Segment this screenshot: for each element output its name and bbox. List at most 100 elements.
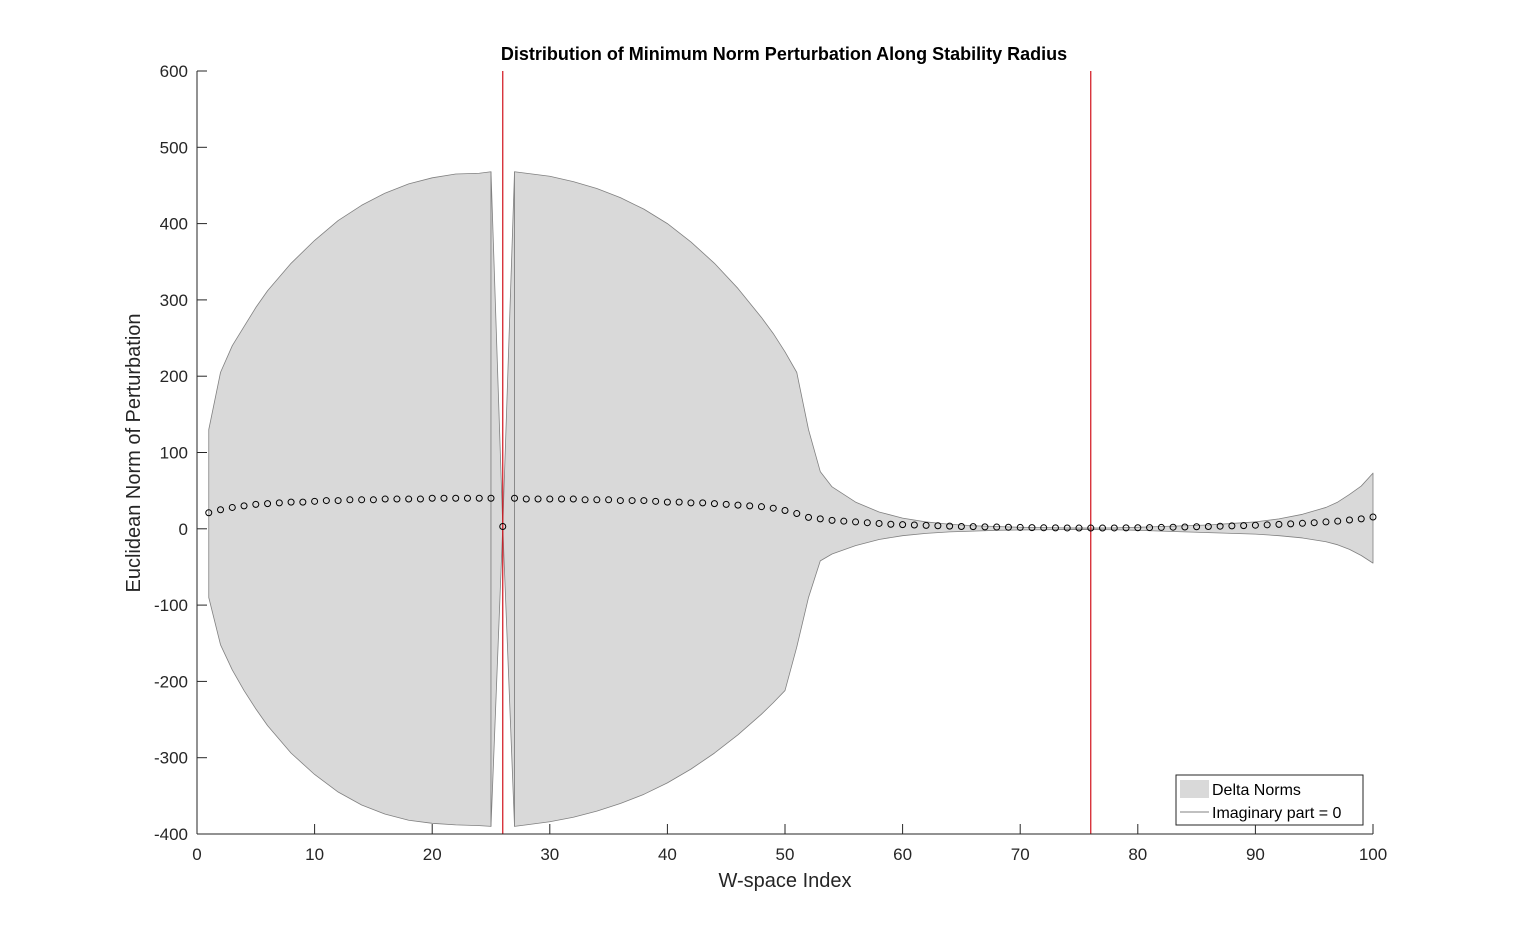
marker-point [981, 523, 989, 531]
marker-point [957, 523, 965, 531]
marker-point [1004, 523, 1012, 531]
x-axis-label: W-space Index [718, 870, 851, 892]
marker-point [581, 496, 589, 504]
marker-point [710, 500, 718, 508]
marker-point [969, 523, 977, 531]
marker-point [487, 494, 495, 502]
marker-point [322, 497, 330, 505]
marker-point [1146, 524, 1154, 532]
y-tick-label: 300 [160, 291, 188, 310]
marker-point [863, 519, 871, 527]
marker-point [1169, 523, 1177, 531]
x-tick-label: 90 [1246, 845, 1265, 864]
marker-point [475, 494, 483, 502]
marker-point [1110, 524, 1118, 532]
marker-layer [205, 494, 1377, 532]
marker-point [240, 502, 248, 510]
marker-point [1075, 524, 1083, 532]
marker-point [1134, 524, 1142, 532]
band-layer [208, 171, 1374, 827]
marker-point [287, 498, 295, 506]
x-tick-label: 100 [1359, 845, 1387, 864]
marker-point [546, 495, 554, 503]
marker-point [522, 495, 530, 503]
marker-point [1063, 524, 1071, 532]
marker-point [499, 523, 507, 531]
marker-point [652, 497, 660, 505]
y-tick-label: 200 [160, 367, 188, 386]
x-tick-label: 0 [192, 845, 201, 864]
y-tick-label: -400 [154, 825, 188, 844]
marker-point [369, 496, 377, 504]
marker-point [946, 522, 954, 530]
marker-point [1193, 523, 1201, 531]
marker-point [463, 494, 471, 502]
ticks-layer: 0 10 20 30 40 50 60 70 80 90 100 -400 -300 -200 -100 0 1… [154, 62, 1387, 864]
marker-point [640, 497, 648, 505]
marker-point [228, 503, 236, 511]
marker-point [910, 521, 918, 529]
marker-point [687, 499, 695, 507]
y-tick-label: -100 [154, 596, 188, 615]
marker-point [334, 497, 342, 505]
legend-label-imaginary-part: Imaginary part = 0 [1212, 805, 1342, 822]
marker-point [828, 516, 836, 524]
marker-point [852, 518, 860, 526]
y-tick-label: 500 [160, 138, 188, 157]
y-axis-label: Euclidean Norm of Perturbation [123, 313, 145, 592]
marker-point [1310, 519, 1318, 527]
y-tick-label: 400 [160, 215, 188, 234]
y-tick-label: 0 [179, 520, 188, 539]
marker-point [264, 500, 272, 508]
marker-point [1298, 519, 1306, 527]
marker-point [416, 495, 424, 503]
marker-point [1251, 521, 1259, 529]
marker-point [628, 497, 636, 505]
marker-point [993, 523, 1001, 531]
marker-point [558, 495, 566, 503]
band-segment-3 [514, 171, 1374, 827]
x-tick-label: 20 [423, 845, 442, 864]
marker-point [1322, 518, 1330, 526]
marker-point [299, 498, 307, 506]
marker-point [663, 498, 671, 506]
marker-point [1181, 523, 1189, 531]
marker-point [275, 499, 283, 507]
marker-point [1087, 524, 1095, 532]
marker-point [1263, 521, 1271, 529]
marker-point [1051, 524, 1059, 532]
x-tick-label: 60 [893, 845, 912, 864]
marker-point [899, 521, 907, 529]
chart-title: Distribution of Minimum Norm Perturbatio… [501, 44, 1067, 64]
x-tick-label: 50 [776, 845, 795, 864]
marker-point [616, 497, 624, 505]
marker-point [511, 494, 519, 502]
marker-point [428, 494, 436, 502]
x-tick-label: 40 [658, 845, 677, 864]
marker-point [746, 502, 754, 510]
marker-point [1287, 520, 1295, 528]
marker-point [1369, 513, 1377, 521]
marker-point [1122, 524, 1130, 532]
marker-point [805, 513, 813, 521]
marker-point [934, 522, 942, 530]
marker-point [781, 506, 789, 514]
marker-point [769, 504, 777, 512]
legend-label-delta-norms: Delta Norms [1212, 782, 1301, 799]
marker-point [405, 495, 413, 503]
marker-point [675, 498, 683, 506]
marker-point [699, 499, 707, 507]
marker-point [569, 495, 577, 503]
x-tick-label: 80 [1128, 845, 1147, 864]
marker-point [605, 496, 613, 504]
legend-swatch-delta-norms [1180, 780, 1209, 798]
marker-point [1016, 523, 1024, 531]
marker-point [793, 510, 801, 518]
y-tick-label: 600 [160, 62, 188, 81]
marker-point [840, 517, 848, 525]
x-tick-label: 10 [305, 845, 324, 864]
marker-point [1357, 515, 1365, 523]
marker-point [1204, 523, 1212, 531]
marker-point [1099, 524, 1107, 532]
